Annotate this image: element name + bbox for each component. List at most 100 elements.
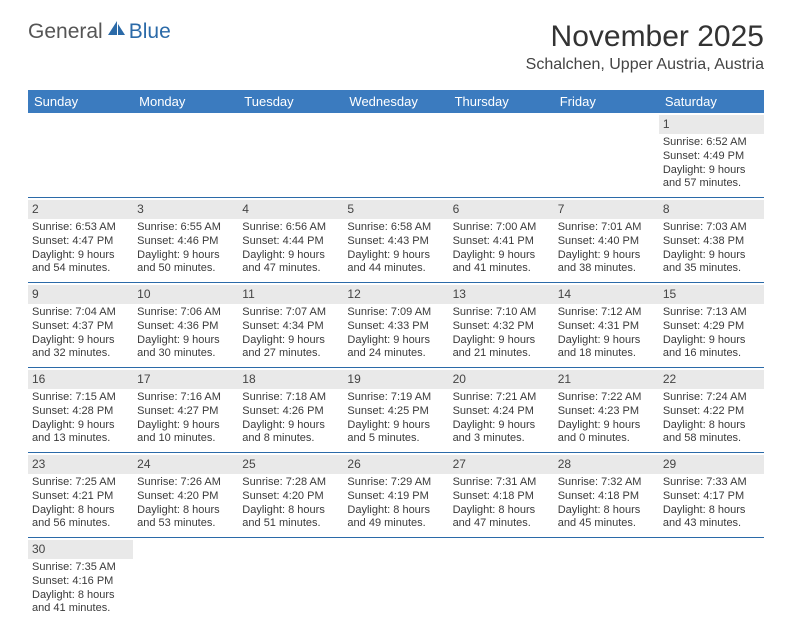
calendar-day: 14Sunrise: 7:12 AMSunset: 4:31 PMDayligh… [554, 283, 659, 367]
sunset-text: Sunset: 4:18 PM [558, 490, 655, 504]
location-subtitle: Schalchen, Upper Austria, Austria [526, 56, 764, 74]
sunset-text: Sunset: 4:20 PM [137, 490, 234, 504]
sunrise-text: Sunrise: 7:03 AM [663, 221, 760, 235]
title-block: November 2025 Schalchen, Upper Austria, … [526, 20, 764, 74]
day-number: 15 [659, 285, 764, 304]
calendar-day [659, 538, 764, 622]
sunrise-text: Sunrise: 7:31 AM [453, 476, 550, 490]
calendar-day: 7Sunrise: 7:01 AMSunset: 4:40 PMDaylight… [554, 198, 659, 282]
calendar-day: 11Sunrise: 7:07 AMSunset: 4:34 PMDayligh… [238, 283, 343, 367]
sunset-text: Sunset: 4:25 PM [347, 405, 444, 419]
daylight-text: Daylight: 9 hours and 27 minutes. [242, 334, 339, 362]
sunrise-text: Sunrise: 7:16 AM [137, 391, 234, 405]
sunrise-text: Sunrise: 6:56 AM [242, 221, 339, 235]
sunrise-text: Sunrise: 7:13 AM [663, 306, 760, 320]
sunrise-text: Sunrise: 7:28 AM [242, 476, 339, 490]
calendar-day [238, 538, 343, 622]
sunset-text: Sunset: 4:32 PM [453, 320, 550, 334]
calendar-day: 24Sunrise: 7:26 AMSunset: 4:20 PMDayligh… [133, 453, 238, 537]
day-number: 20 [449, 370, 554, 389]
sunrise-text: Sunrise: 7:29 AM [347, 476, 444, 490]
day-number: 8 [659, 200, 764, 219]
day-number: 10 [133, 285, 238, 304]
sunset-text: Sunset: 4:22 PM [663, 405, 760, 419]
daylight-text: Daylight: 9 hours and 57 minutes. [663, 164, 760, 192]
daylight-text: Daylight: 9 hours and 44 minutes. [347, 249, 444, 277]
weekday-header: Saturday [659, 90, 764, 113]
calendar-day: 12Sunrise: 7:09 AMSunset: 4:33 PMDayligh… [343, 283, 448, 367]
calendar-day: 17Sunrise: 7:16 AMSunset: 4:27 PMDayligh… [133, 368, 238, 452]
daylight-text: Daylight: 9 hours and 35 minutes. [663, 249, 760, 277]
sunrise-text: Sunrise: 7:09 AM [347, 306, 444, 320]
day-number: 27 [449, 455, 554, 474]
daylight-text: Daylight: 9 hours and 10 minutes. [137, 419, 234, 447]
sunset-text: Sunset: 4:47 PM [32, 235, 129, 249]
sunrise-text: Sunrise: 6:52 AM [663, 136, 760, 150]
calendar-day [449, 113, 554, 197]
sunset-text: Sunset: 4:36 PM [137, 320, 234, 334]
daylight-text: Daylight: 9 hours and 0 minutes. [558, 419, 655, 447]
calendar-day: 21 Sunrise: 7:22 AMSunset: 4:23 PMDayligh… [554, 368, 659, 452]
sunset-text: Sunset: 4:27 PM [137, 405, 234, 419]
day-number: 21 [554, 370, 659, 389]
calendar-day: 18Sunrise: 7:18 AMSunset: 4:26 PMDayligh… [238, 368, 343, 452]
sunrise-text: Sunrise: 7:21 AM [453, 391, 550, 405]
day-number: 7 [554, 200, 659, 219]
daylight-text: Daylight: 8 hours and 47 minutes. [453, 504, 550, 532]
day-number: 12 [343, 285, 448, 304]
day-number: 6 [449, 200, 554, 219]
calendar-day [554, 113, 659, 197]
calendar-day: 1Sunrise: 6:52 AMSunset: 4:49 PMDaylight… [659, 113, 764, 197]
daylight-text: Daylight: 8 hours and 56 minutes. [32, 504, 129, 532]
sunset-text: Sunset: 4:16 PM [32, 575, 129, 589]
sunset-text: Sunset: 4:23 PM [558, 405, 655, 419]
daylight-text: Daylight: 9 hours and 5 minutes. [347, 419, 444, 447]
weekday-header-row: Sunday Monday Tuesday Wednesday Thursday… [28, 90, 764, 113]
sunrise-text: Sunrise: 7:22 AM [558, 391, 655, 405]
calendar-day [28, 113, 133, 197]
sunrise-text: Sunrise: 7:25 AM [32, 476, 129, 490]
daylight-text: Daylight: 9 hours and 16 minutes. [663, 334, 760, 362]
sunset-text: Sunset: 4:44 PM [242, 235, 339, 249]
sunset-text: Sunset: 4:28 PM [32, 405, 129, 419]
weekday-header: Sunday [28, 90, 133, 113]
sunrise-text: Sunrise: 7:35 AM [32, 561, 129, 575]
daylight-text: Daylight: 9 hours and 32 minutes. [32, 334, 129, 362]
calendar-day: 16Sunrise: 7:15 AMSunset: 4:28 PMDayligh… [28, 368, 133, 452]
day-number: 2 [28, 200, 133, 219]
sunrise-text: Sunrise: 7:32 AM [558, 476, 655, 490]
calendar-day: 13Sunrise: 7:10 AMSunset: 4:32 PMDayligh… [449, 283, 554, 367]
weekday-header: Wednesday [343, 90, 448, 113]
calendar-day: 6Sunrise: 7:00 AMSunset: 4:41 PMDaylight… [449, 198, 554, 282]
sunrise-text: Sunrise: 7:24 AM [663, 391, 760, 405]
sunrise-text: Sunrise: 6:53 AM [32, 221, 129, 235]
day-number: 30 [28, 540, 133, 559]
calendar-week: 1Sunrise: 6:52 AMSunset: 4:49 PMDaylight… [28, 113, 764, 198]
sunset-text: Sunset: 4:20 PM [242, 490, 339, 504]
calendar: Sunday Monday Tuesday Wednesday Thursday… [28, 90, 764, 622]
day-number: 11 [238, 285, 343, 304]
sunset-text: Sunset: 4:41 PM [453, 235, 550, 249]
sunrise-text: Sunrise: 6:55 AM [137, 221, 234, 235]
sail-icon [105, 20, 127, 44]
calendar-day: 20 Sunrise: 7:21 AMSunset: 4:24 PMDayligh… [449, 368, 554, 452]
calendar-day: 22Sunrise: 7:24 AMSunset: 4:22 PMDayligh… [659, 368, 764, 452]
sunrise-text: Sunrise: 7:04 AM [32, 306, 129, 320]
calendar-day [133, 113, 238, 197]
sunset-text: Sunset: 4:24 PM [453, 405, 550, 419]
day-number: 14 [554, 285, 659, 304]
calendar-week: 16Sunrise: 7:15 AMSunset: 4:28 PMDayligh… [28, 368, 764, 453]
day-number: 13 [449, 285, 554, 304]
daylight-text: Daylight: 9 hours and 3 minutes. [453, 419, 550, 447]
day-number: 22 [659, 370, 764, 389]
header: General Blue November 2025 Schalchen, Up… [0, 0, 792, 82]
sunrise-text: Sunrise: 7:10 AM [453, 306, 550, 320]
sunrise-text: Sunrise: 7:01 AM [558, 221, 655, 235]
sunrise-text: Sunrise: 7:33 AM [663, 476, 760, 490]
sunrise-text: Sunrise: 6:58 AM [347, 221, 444, 235]
sunset-text: Sunset: 4:17 PM [663, 490, 760, 504]
sunset-text: Sunset: 4:34 PM [242, 320, 339, 334]
calendar-week: 30Sunrise: 7:35 AMSunset: 4:16 PMDayligh… [28, 538, 764, 622]
daylight-text: Daylight: 8 hours and 49 minutes. [347, 504, 444, 532]
day-number: 3 [133, 200, 238, 219]
